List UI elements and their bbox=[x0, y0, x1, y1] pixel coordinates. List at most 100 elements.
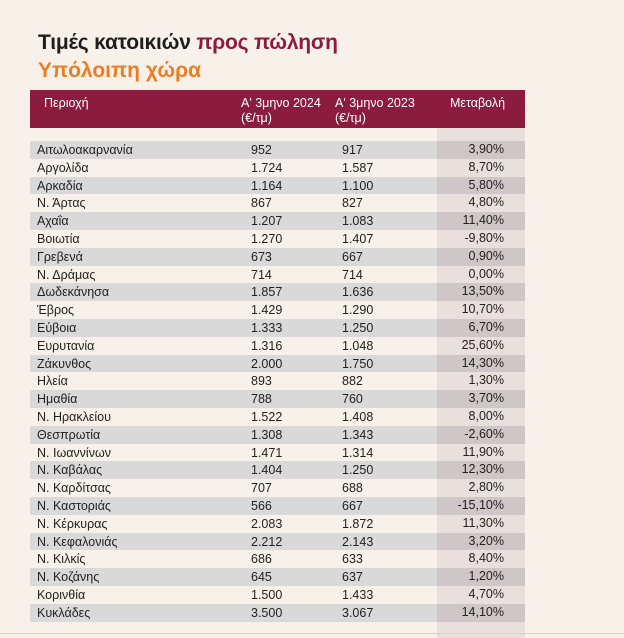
cell-q1-2023: 760 bbox=[342, 392, 363, 407]
table-row: Ν. Κεφαλονιάς 2.212 2.143 3,20% bbox=[30, 532, 525, 551]
table-row: Θεσπρωτία 1.308 1.343 -2,60% bbox=[30, 425, 525, 444]
cell-change: 11,40% bbox=[437, 212, 525, 230]
cell-region: Ν. Καστοριάς bbox=[37, 498, 111, 513]
cell-q1-2023: 633 bbox=[342, 552, 363, 567]
table-row: Ν. Άρτας 867 827 4,80% bbox=[30, 194, 525, 212]
cell-q1-2023: 1.100 bbox=[342, 178, 374, 193]
cell-change: 1,30% bbox=[468, 373, 504, 388]
cell-q1-2024: 2.000 bbox=[251, 356, 283, 371]
cell-change: 1,20% bbox=[437, 568, 525, 586]
cell-q1-2023: 1.250 bbox=[342, 463, 374, 478]
cell-region: Ν. Καβάλας bbox=[37, 463, 103, 478]
cell-region: Ηλεία bbox=[37, 374, 68, 389]
cell-q1-2024: 1.429 bbox=[251, 303, 283, 318]
cell-region: Ν. Κεφαλονιάς bbox=[37, 534, 118, 549]
cell-region: Αρκαδία bbox=[37, 178, 83, 193]
cell-q1-2023: 1.750 bbox=[342, 356, 374, 371]
cell-q1-2023: 1.250 bbox=[342, 320, 374, 335]
cell-q1-2023: 3.067 bbox=[342, 605, 374, 620]
cell-region: Αιτωλοακαρνανία bbox=[37, 143, 133, 157]
cell-change: 3,70% bbox=[437, 390, 525, 408]
cell-region: Γρεβενά bbox=[37, 249, 83, 264]
cell-region: Ν. Κιλκίς bbox=[37, 552, 86, 567]
cell-region: Θεσπρωτία bbox=[37, 427, 101, 442]
cell-q1-2023: 667 bbox=[342, 249, 363, 264]
cell-q1-2024: 1.857 bbox=[251, 285, 283, 300]
cell-region: Ν. Ηρακλείου bbox=[37, 409, 111, 424]
table-row: Ημαθία 788 760 3,70% bbox=[30, 390, 525, 408]
cell-q1-2023: 1.408 bbox=[342, 409, 374, 424]
cell-q1-2024: 1.404 bbox=[251, 463, 283, 478]
cell-q1-2024: 3.500 bbox=[251, 605, 283, 620]
cell-region: Ν. Κέρκυρας bbox=[37, 516, 108, 531]
cell-q1-2023: 1.872 bbox=[342, 516, 374, 531]
cell-region: Ημαθία bbox=[37, 392, 78, 407]
table-row: Βοιωτία 1.270 1.407 -9,80% bbox=[30, 230, 525, 248]
cell-change: 2,80% bbox=[468, 480, 504, 495]
cell-region: Ν. Άρτας bbox=[37, 196, 86, 211]
table-row: Ν. Καρδίτσας 707 688 2,80% bbox=[30, 479, 525, 497]
cell-change: 11,30% bbox=[462, 515, 504, 530]
page-subtitle: Υπόλοιπη χώρα bbox=[38, 59, 202, 82]
cell-q1-2024: 645 bbox=[251, 570, 272, 585]
table-row: Ν. Κοζάνης 645 637 1,20% bbox=[30, 568, 525, 586]
table-row: Αχαΐα 1.207 1.083 11,40% bbox=[30, 212, 525, 230]
cell-q1-2023: 1.636 bbox=[342, 285, 374, 300]
cell-q1-2024: 1.724 bbox=[251, 160, 283, 175]
cell-q1-2023: 2.143 bbox=[342, 534, 374, 549]
cell-change: 8,70% bbox=[468, 159, 504, 174]
table-row: Ν. Δράμας 714 714 0,00% bbox=[30, 266, 525, 284]
cell-change: 5,80% bbox=[437, 176, 525, 195]
cell-region: Βοιωτία bbox=[37, 231, 80, 246]
table-row: Κορινθία 1.500 1.433 4,70% bbox=[30, 586, 525, 604]
table-row: Ν. Κέρκυρας 2.083 1.872 11,30% bbox=[30, 515, 525, 533]
cell-q1-2024: 686 bbox=[251, 552, 272, 567]
cell-change: 6,70% bbox=[437, 318, 525, 337]
header-q1-2023-line1: Α' 3μηνο 2023 bbox=[335, 96, 415, 110]
cell-q1-2023: 667 bbox=[342, 498, 363, 513]
cell-q1-2023: 1.407 bbox=[342, 231, 374, 246]
cell-q1-2024: 566 bbox=[251, 498, 272, 513]
cell-change: 14,30% bbox=[437, 354, 525, 373]
cell-change: 12,30% bbox=[437, 461, 525, 480]
cell-change: 10,70% bbox=[461, 302, 504, 317]
header-q1-2024-line2: (€/τμ) bbox=[241, 111, 272, 125]
bottom-divider bbox=[0, 633, 624, 634]
cell-change: 0,90% bbox=[437, 247, 525, 266]
table-row: Δωδεκάνησα 1.857 1.636 13,50% bbox=[30, 283, 525, 302]
table-header bbox=[30, 90, 525, 128]
header-change: Μεταβολή bbox=[450, 96, 506, 110]
cell-change: -2,60% bbox=[437, 425, 525, 444]
table-row: Ν. Καβάλας 1.404 1.250 12,30% bbox=[30, 461, 525, 480]
cell-region: Κορινθία bbox=[37, 587, 86, 602]
cell-change: 4,70% bbox=[468, 586, 504, 601]
table-row: Ηλεία 893 882 1,30% bbox=[30, 372, 525, 390]
cell-change: 4,80% bbox=[468, 195, 504, 210]
table-row: Ν. Κιλκίς 686 633 8,40% bbox=[30, 550, 525, 568]
header-region: Περιοχή bbox=[44, 96, 89, 110]
cell-region: Αργολίδα bbox=[37, 160, 89, 175]
table-row: Γρεβενά 673 667 0,90% bbox=[30, 247, 525, 266]
table-row: Εύβοια 1.333 1.250 6,70% bbox=[30, 318, 525, 337]
cell-change: 8,00% bbox=[468, 408, 504, 423]
cell-change: 11,90% bbox=[462, 444, 504, 459]
cell-region: Ευρυτανία bbox=[37, 338, 95, 353]
cell-region: Αχαΐα bbox=[37, 214, 69, 229]
table-row: Ν. Ηρακλείου 1.522 1.408 8,00% bbox=[30, 408, 525, 426]
header-q1-2023: Α' 3μηνο 2023 (€/τμ) bbox=[335, 96, 415, 126]
cell-q1-2024: 1.164 bbox=[251, 178, 283, 193]
table-row: Αργολίδα 1.724 1.587 8,70% bbox=[30, 159, 525, 177]
page-title: Τιμές κατοικιών προς πώληση bbox=[38, 31, 338, 55]
cell-q1-2024: 1.333 bbox=[251, 320, 283, 335]
cell-q1-2024: 1.308 bbox=[251, 427, 283, 442]
cell-q1-2024: 1.316 bbox=[251, 338, 283, 353]
cell-q1-2023: 688 bbox=[342, 481, 363, 496]
cell-change: -15,10% bbox=[437, 496, 525, 515]
header-q1-2023-line2: (€/τμ) bbox=[335, 111, 366, 125]
cell-region: Κυκλάδες bbox=[37, 605, 91, 620]
cell-q1-2024: 1.270 bbox=[251, 231, 283, 246]
cell-q1-2023: 1.290 bbox=[342, 303, 374, 318]
cell-q1-2023: 1.343 bbox=[342, 427, 374, 442]
table-row: Κυκλάδες 3.500 3.067 14,10% bbox=[30, 603, 525, 622]
header-q1-2024: Α' 3μηνο 2024 (€/τμ) bbox=[241, 96, 321, 126]
